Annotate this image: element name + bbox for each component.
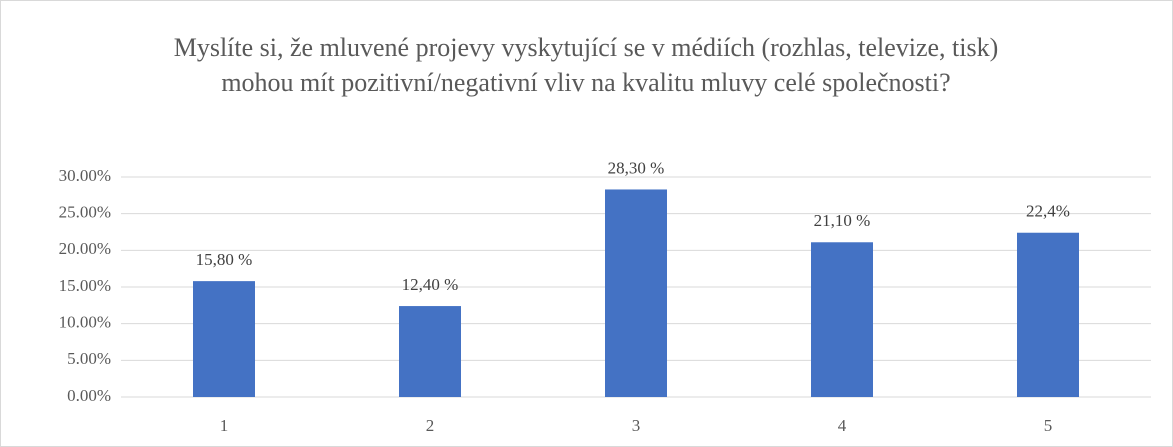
y-tick-label: 15.00%: [59, 276, 111, 295]
data-label: 21,10 %: [814, 211, 871, 230]
bar: [605, 189, 667, 397]
y-tick-label: 25.00%: [59, 203, 111, 222]
chart-title: Myslíte si, že mluvené projevy vyskytují…: [173, 33, 999, 97]
y-tick-label: 30.00%: [59, 166, 111, 185]
bar: [193, 281, 255, 397]
data-label: 12,40 %: [402, 275, 459, 294]
bar: [811, 242, 873, 397]
data-label: 22,4%: [1026, 202, 1070, 221]
y-tick-label: 0.00%: [67, 386, 111, 405]
x-tick-label: 4: [838, 416, 847, 435]
x-tick-label: 5: [1044, 416, 1053, 435]
x-tick-label: 1: [220, 416, 229, 435]
y-tick-label: 5.00%: [67, 349, 111, 368]
x-tick-label: 2: [426, 416, 435, 435]
data-label: 15,80 %: [196, 250, 253, 269]
y-tick-label: 10.00%: [59, 313, 111, 332]
data-label: 28,30 %: [608, 158, 665, 177]
bar: [1017, 232, 1079, 397]
y-tick-label: 20.00%: [59, 239, 111, 258]
bar: [399, 306, 461, 397]
x-tick-label: 3: [632, 416, 641, 435]
